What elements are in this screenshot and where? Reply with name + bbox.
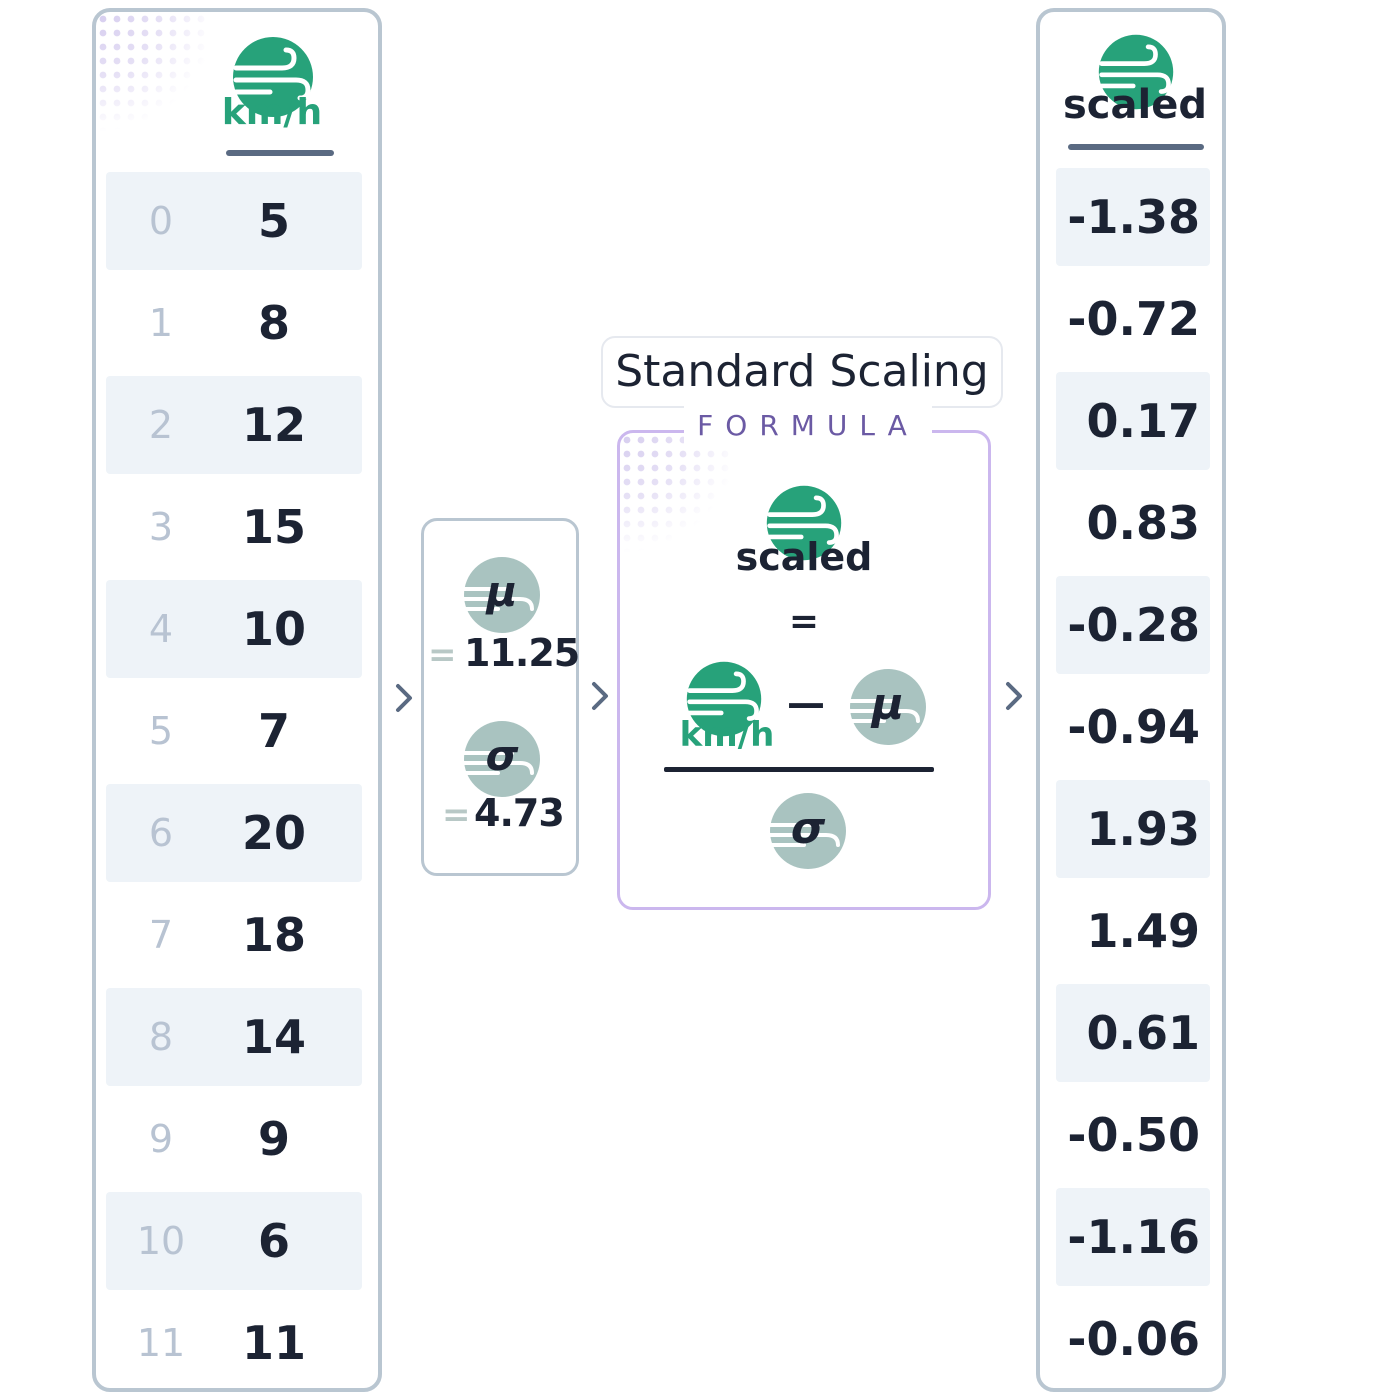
formula-subtitle: FORMULA — [684, 406, 932, 446]
row-value: 9 — [257, 1112, 290, 1166]
header-underline — [1068, 144, 1204, 150]
row-index: 9 — [148, 1117, 174, 1161]
row-index: 4 — [148, 607, 174, 651]
fraction-bar — [664, 767, 934, 772]
table-row: 3 15 — [106, 478, 362, 576]
scaled-value: -1.16 — [1067, 1210, 1200, 1264]
dot-pattern-decoration — [96, 12, 206, 132]
scaled-value: 0.61 — [1086, 1006, 1201, 1060]
row-value: 8 — [257, 296, 290, 350]
output-column-panel: scaled -1.38 -0.72 0.17 0.83 -0.28 -0.94… — [1036, 8, 1226, 1392]
row-value: 10 — [241, 602, 306, 656]
table-row: -0.94 — [1056, 678, 1210, 776]
table-row: -0.72 — [1056, 270, 1210, 368]
row-index: 8 — [148, 1015, 174, 1059]
table-row: 7 18 — [106, 886, 362, 984]
mean-badge-icon — [462, 557, 540, 633]
scaled-value: -0.28 — [1067, 598, 1200, 652]
row-index: 0 — [148, 199, 174, 243]
std-equals: = — [442, 795, 471, 835]
row-index: 6 — [148, 811, 174, 855]
std-badge-icon — [768, 793, 846, 869]
table-row: 1.49 — [1056, 882, 1210, 980]
input-unit-label: km/h — [221, 92, 323, 133]
chevron-right-icon — [396, 684, 412, 712]
table-row: -0.50 — [1056, 1086, 1210, 1184]
row-value: 14 — [241, 1010, 306, 1064]
wind-icon — [1098, 34, 1174, 110]
header-underline — [226, 150, 334, 156]
scaled-value: 0.17 — [1086, 394, 1201, 448]
numerator-mean-symbol: μ — [871, 679, 905, 730]
table-row: 1.93 — [1056, 780, 1210, 878]
wind-icon — [233, 37, 313, 117]
chevron-right-icon — [592, 682, 608, 710]
table-row: 11 11 — [106, 1294, 362, 1392]
table-row: 0.61 — [1056, 984, 1210, 1082]
table-row: -1.38 — [1056, 168, 1210, 266]
row-value: 7 — [257, 704, 290, 758]
scaled-value: 0.83 — [1086, 496, 1201, 550]
scaled-value: 1.49 — [1086, 904, 1201, 958]
mean-value: 11.25 — [464, 631, 580, 675]
minus-sign: — — [787, 681, 825, 725]
wind-icon — [686, 661, 762, 737]
row-value: 6 — [257, 1214, 290, 1268]
table-row: 4 10 — [106, 580, 362, 678]
std-symbol: σ — [485, 731, 519, 780]
statistics-panel: μ = 11.25 σ = 4.73 — [421, 518, 580, 876]
table-row: 0.83 — [1056, 474, 1210, 572]
row-value: 18 — [241, 908, 306, 962]
row-index: 3 — [148, 505, 174, 549]
row-value: 15 — [241, 500, 306, 554]
output-unit-label: scaled — [1063, 82, 1207, 128]
scaled-value: -1.38 — [1067, 190, 1200, 244]
row-value: 11 — [241, 1316, 306, 1370]
row-index: 2 — [148, 403, 174, 447]
mean-symbol: μ — [486, 567, 518, 616]
table-row: -1.16 — [1056, 1188, 1210, 1286]
table-row: 0.17 — [1056, 372, 1210, 470]
row-index: 11 — [136, 1321, 186, 1365]
std-value: 4.73 — [474, 791, 565, 835]
table-row: 8 14 — [106, 988, 362, 1086]
table-row: -0.06 — [1056, 1290, 1210, 1388]
table-row: -0.28 — [1056, 576, 1210, 674]
mean-badge-icon — [848, 669, 926, 745]
table-row: 2 12 — [106, 376, 362, 474]
std-badge-icon — [462, 721, 540, 797]
row-index: 1 — [148, 301, 174, 345]
formula-box: scaled = km/h — μ σ — [617, 430, 991, 910]
scaled-value: -0.72 — [1067, 292, 1200, 346]
row-index: 5 — [148, 709, 174, 753]
formula-equals: = — [788, 601, 820, 642]
numerator-unit-label: km/h — [679, 715, 775, 755]
row-value: 5 — [257, 194, 290, 248]
row-index: 7 — [148, 913, 174, 957]
scaled-value: -0.94 — [1067, 700, 1200, 754]
dot-pattern-decoration — [620, 433, 730, 553]
formula-title: Standard Scaling — [601, 336, 1003, 408]
mean-equals: = — [428, 635, 457, 675]
table-row: 10 6 — [106, 1192, 362, 1290]
table-row: 6 20 — [106, 784, 362, 882]
wind-icon — [766, 485, 842, 561]
chevron-right-icon — [1006, 682, 1022, 710]
scaled-value: 1.93 — [1086, 802, 1201, 856]
denominator-std-symbol: σ — [790, 803, 826, 854]
row-value: 12 — [241, 398, 306, 452]
row-value: 20 — [241, 806, 306, 860]
formula-result-label: scaled — [735, 535, 873, 579]
row-index: 10 — [136, 1219, 186, 1263]
scaled-value: -0.06 — [1067, 1312, 1200, 1366]
scaled-value: -0.50 — [1067, 1108, 1200, 1162]
